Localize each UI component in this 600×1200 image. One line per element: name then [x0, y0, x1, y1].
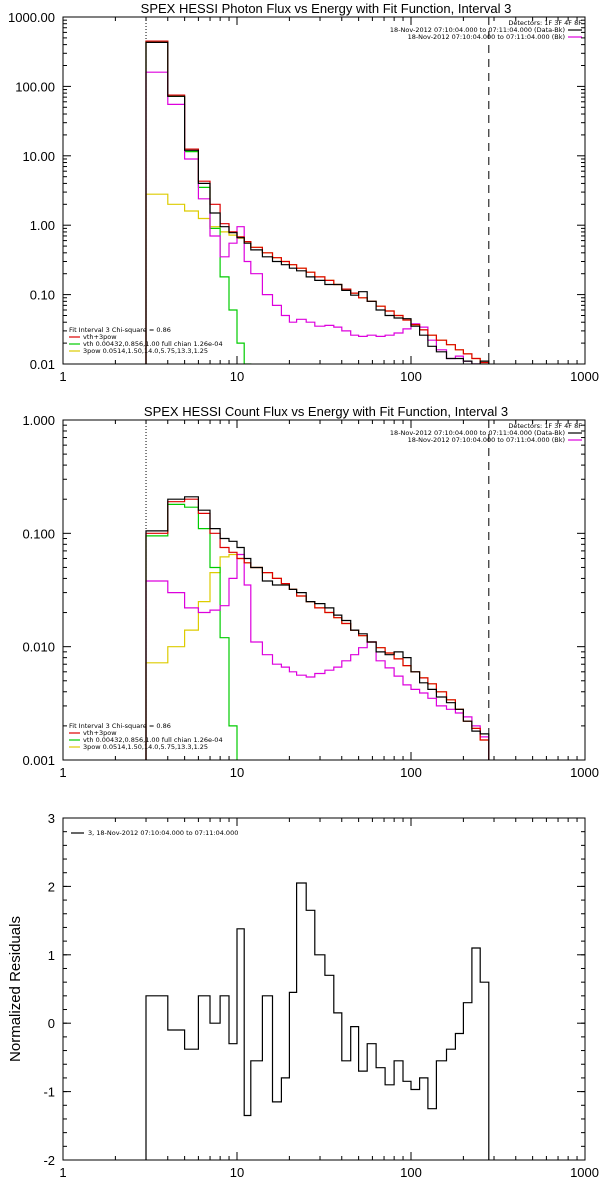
count-plot-frame: [62, 419, 586, 761]
residuals-plot-frame: [62, 817, 586, 1161]
legend-detectors: Detectors: 1F 3F 4F 8F: [508, 19, 582, 27]
legend-right-entry: 18-Nov-2012 07:10:04.000 to 07:11:04.000…: [408, 33, 565, 41]
y-tick-label: 0.01: [30, 357, 55, 372]
x-tick-label: 1000: [570, 369, 599, 384]
legend-left-entry: vth+3pow: [83, 333, 117, 341]
legend-right-entry: 18-Nov-2012 07:10:04.000 to 07:11:04.000…: [390, 429, 565, 437]
series-bk-line: [145, 553, 490, 760]
x-tick-label: 10: [230, 765, 244, 780]
y-tick-label: 2: [48, 879, 55, 894]
photon-panel: SPEX HESSI Photon Flux vs Energy with Fi…: [8, 1, 599, 384]
photon-title: SPEX HESSI Photon Flux vs Energy with Fi…: [141, 1, 512, 16]
x-tick-label: 1: [59, 369, 66, 384]
legend-entry: 3, 18-Nov-2012 07:10:04.000 to 07:11:04.…: [88, 829, 238, 837]
series-vth-3pow-line: [145, 498, 490, 760]
legend-left-entry: vth 0.00432,0.856,1.00 full chian 1.26e-…: [83, 736, 223, 744]
y-tick-label: 10.00: [22, 149, 55, 164]
x-tick-label: 1: [59, 1165, 66, 1180]
legend-fit-header: Fit Interval 3 Chi-square = 0.86: [69, 326, 171, 334]
y-tick-label: 0.10: [30, 288, 55, 303]
y-tick-label: 0.010: [22, 640, 55, 655]
x-tick-label: 10: [230, 1165, 244, 1180]
photon-plot-frame: [62, 16, 586, 365]
x-tick-label: 1000: [570, 765, 599, 780]
y-tick-label: -2: [43, 1153, 55, 1168]
series-vth-3pow-line: [145, 40, 490, 364]
y-tick-label: 0.100: [22, 526, 55, 541]
y-tick-label: 3: [48, 811, 55, 826]
count-panel: SPEX HESSI Count Flux vs Energy with Fit…: [22, 404, 599, 780]
y-tick-label: 1: [48, 948, 55, 963]
x-tick-label: 1000: [570, 1165, 599, 1180]
y-tick-label: 1.00: [30, 218, 55, 233]
y-tick-label: 0: [48, 1016, 55, 1031]
series-vth-line: [145, 503, 238, 760]
x-tick-label: 1: [59, 765, 66, 780]
legend-left-entry: 3pow 0.0514,1.50,14.0,5.75,13.3,1.25: [83, 347, 208, 355]
legend-left-entry: vth 0.00432,0.856,1.00 full chian 1.26e-…: [83, 340, 223, 348]
x-tick-label: 100: [400, 765, 422, 780]
series-data-bk-line: [145, 496, 490, 760]
y-tick-label: -1: [43, 1085, 55, 1100]
legend-right-entry: 18-Nov-2012 07:10:04.000 to 07:11:04.000…: [408, 436, 565, 444]
count-title: SPEX HESSI Count Flux vs Energy with Fit…: [144, 404, 508, 419]
x-tick-label: 100: [400, 369, 422, 384]
legend-left-entry: 3pow 0.0514,1.50,14.0,5.75,13.3,1.25: [83, 743, 208, 751]
y-tick-label: 1.000: [22, 413, 55, 428]
y-tick-label: 100.00: [15, 79, 55, 94]
series-bk-line: [145, 71, 481, 364]
series-3-18-nov-2012-07-10-04-000-to-07-11-04-000-line: [145, 882, 490, 1160]
y-tick-label: 0.001: [22, 753, 55, 768]
legend-right-entry: 18-Nov-2012 07:10:04.000 to 07:11:04.000…: [390, 26, 565, 34]
series-3pow-line: [145, 553, 490, 760]
series-data-bk-line: [145, 41, 490, 364]
y-axis-label: Normalized Residuals: [7, 916, 24, 1062]
legend-left-entry: vth+3pow: [83, 729, 117, 737]
legend-fit-header: Fit Interval 3 Chi-square = 0.86: [69, 722, 171, 730]
legend-detectors: Detectors: 1F 3F 4F 8F: [508, 422, 582, 430]
y-tick-label: 1000.00: [8, 10, 55, 25]
x-tick-label: 10: [230, 369, 244, 384]
series-vth-line: [145, 40, 252, 364]
x-tick-label: 100: [400, 1165, 422, 1180]
